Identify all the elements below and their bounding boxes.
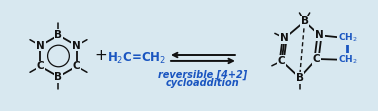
Text: +: + [94, 49, 107, 63]
Text: C: C [278, 56, 285, 66]
Text: N: N [72, 41, 81, 51]
Text: CH$_2$: CH$_2$ [338, 32, 357, 45]
Text: N: N [280, 33, 289, 43]
Text: B: B [301, 16, 308, 26]
Text: B: B [296, 73, 304, 83]
Text: B: B [54, 72, 62, 82]
Text: cycloaddition: cycloaddition [166, 78, 240, 88]
Text: B: B [54, 30, 62, 40]
Text: N: N [315, 30, 324, 40]
Text: C: C [73, 61, 81, 71]
Text: N: N [36, 41, 45, 51]
Text: C: C [37, 61, 44, 71]
Text: reversible [4+2]: reversible [4+2] [158, 70, 248, 80]
Text: H$_2$C=CH$_2$: H$_2$C=CH$_2$ [107, 50, 166, 65]
Text: CH$_2$: CH$_2$ [338, 54, 357, 66]
Text: C: C [313, 54, 320, 64]
